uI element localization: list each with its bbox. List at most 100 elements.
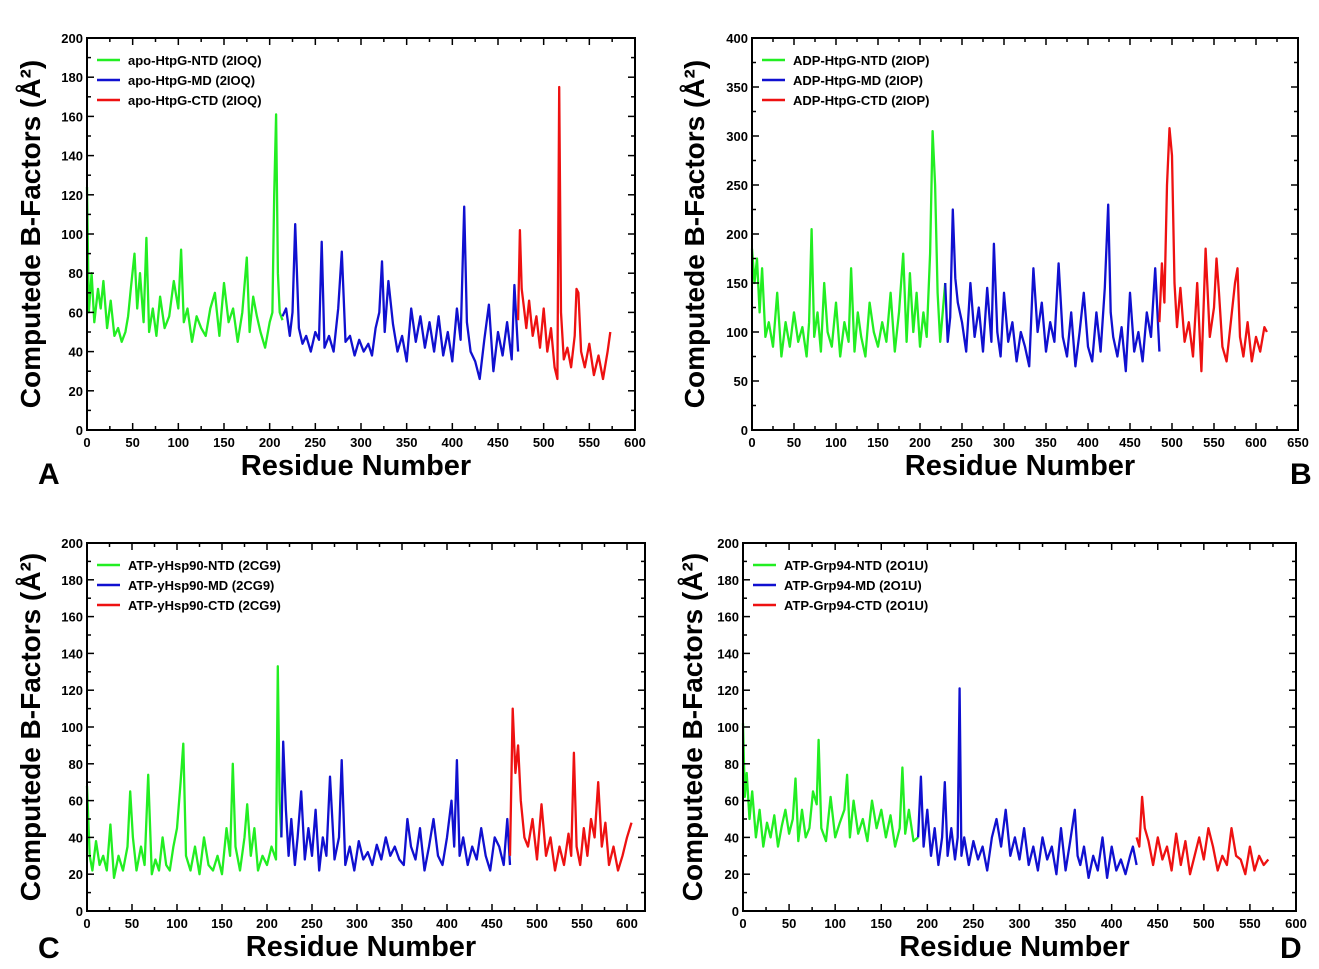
y-tick-label: 120 [61, 188, 83, 203]
x-tick-label: 500 [533, 435, 555, 450]
x-tick-label: 0 [739, 916, 746, 931]
y-tick-label: 80 [725, 757, 739, 772]
x-tick-label: 200 [909, 435, 931, 450]
y-tick-label: 200 [61, 536, 83, 551]
x-tick-label: 350 [391, 916, 413, 931]
y-tick-label: 400 [726, 31, 748, 46]
x-tick-label: 450 [481, 916, 503, 931]
y-tick-label: 250 [726, 178, 748, 193]
x-tick-label: 400 [1077, 435, 1099, 450]
y-tick-label: 100 [717, 720, 739, 735]
x-tick-label: 400 [436, 916, 458, 931]
x-tick-label: 650 [1287, 435, 1309, 450]
y-tick-label: 0 [76, 423, 83, 438]
x-tick-label: 450 [1119, 435, 1141, 450]
panel-a: 0 50 100 150 200 250 300 350 400 450 500 550 600 0 20 4… [15, 31, 646, 491]
y-axis-label: Computede B-Factors (Å²) [15, 60, 46, 408]
y-tick-label: 350 [726, 80, 748, 95]
x-tick-label: 600 [616, 916, 638, 931]
y-tick-label: 100 [61, 720, 83, 735]
y-tick-label: 180 [61, 573, 83, 588]
x-tick-label: 250 [301, 916, 323, 931]
legend-label: ATP-Grp94-MD (2O1U) [784, 578, 922, 593]
y-tick-label: 20 [725, 867, 739, 882]
x-tick-label: 50 [787, 435, 801, 450]
legend-label: ADP-HtpG-MD (2IOP) [793, 73, 923, 88]
x-tick-label: 350 [396, 435, 418, 450]
y-tick-label: 160 [61, 610, 83, 625]
series-line-ctd [1158, 127, 1268, 373]
panel-letter: D [1280, 932, 1302, 965]
y-tick-label: 60 [69, 794, 83, 809]
y-tick-label: 0 [741, 423, 748, 438]
panel-letter: B [1290, 458, 1312, 491]
y-tick-label: 200 [61, 31, 83, 46]
legend-label: ADP-HtpG-CTD (2IOP) [793, 93, 930, 108]
y-tick-label: 80 [69, 757, 83, 772]
x-tick-label: 500 [526, 916, 548, 931]
series-line-ctd [516, 85, 612, 381]
y-tick-label: 60 [725, 794, 739, 809]
x-axis-label: Residue Number [246, 931, 476, 963]
y-tick-label: 300 [726, 129, 748, 144]
y-tick-label: 140 [61, 149, 83, 164]
x-tick-label: 600 [624, 435, 646, 450]
y-tick-label: 140 [717, 646, 739, 661]
y-tick-label: 180 [61, 70, 83, 85]
y-tick-label: 100 [726, 325, 748, 340]
x-tick-label: 100 [824, 916, 846, 931]
legend-label: ATP-yHsp90-MD (2CG9) [128, 578, 274, 593]
x-axis-label: Residue Number [899, 931, 1129, 963]
x-tick-label: 450 [1147, 916, 1169, 931]
x-tick-label: 50 [125, 435, 139, 450]
x-tick-label: 200 [916, 916, 938, 931]
y-tick-label: 40 [69, 830, 83, 845]
y-tick-label: 80 [69, 266, 83, 281]
legend-label: ATP-Grp94-CTD (2O1U) [784, 598, 928, 613]
y-tick-label: 40 [725, 830, 739, 845]
x-tick-label: 350 [1035, 435, 1057, 450]
legend-label: ADP-HtpG-NTD (2IOP) [793, 53, 930, 68]
series-line-md [280, 740, 512, 872]
legend-label: ATP-Grp94-NTD (2O1U) [784, 558, 928, 573]
panel-b: 0 50 100 150 200 250 300 350 400 450 500 550 600 650 0… [679, 31, 1312, 491]
legend-label: apo-HtpG-CTD (2IOQ) [128, 93, 262, 108]
x-tick-label: 400 [441, 435, 463, 450]
y-tick-label: 100 [61, 227, 83, 242]
x-tick-label: 0 [83, 435, 90, 450]
x-tick-label: 600 [1245, 435, 1267, 450]
x-tick-label: 300 [993, 435, 1015, 450]
x-tick-label: 0 [83, 916, 90, 931]
x-tick-label: 200 [259, 435, 281, 450]
legend-label: ATP-yHsp90-CTD (2CG9) [128, 598, 281, 613]
series-line-ctd [1135, 795, 1270, 876]
series-line-ntd [750, 129, 947, 358]
x-tick-label: 550 [578, 435, 600, 450]
x-tick-label: 250 [963, 916, 985, 931]
y-tick-label: 180 [717, 573, 739, 588]
x-tick-label: 100 [825, 435, 847, 450]
x-tick-label: 500 [1161, 435, 1183, 450]
x-tick-label: 600 [1285, 916, 1307, 931]
x-tick-label: 550 [1239, 916, 1261, 931]
legend-label: apo-HtpG-NTD (2IOQ) [128, 53, 262, 68]
series-line-md [281, 205, 520, 381]
x-tick-label: 0 [748, 435, 755, 450]
y-tick-label: 20 [69, 867, 83, 882]
x-axis-label: Residue Number [905, 450, 1135, 482]
y-tick-label: 160 [61, 109, 83, 124]
y-axis-label: Computede B-Factors (Å²) [679, 60, 710, 408]
y-tick-label: 200 [726, 227, 748, 242]
legend-label: apo-HtpG-MD (2IOQ) [128, 73, 255, 88]
series-line-md [944, 203, 1161, 373]
x-tick-label: 50 [125, 916, 139, 931]
y-tick-label: 140 [61, 646, 83, 661]
x-tick-label: 300 [350, 435, 372, 450]
y-tick-label: 40 [69, 345, 83, 360]
x-tick-label: 400 [1101, 916, 1123, 931]
y-tick-label: 60 [69, 305, 83, 320]
series-line-ntd [741, 723, 919, 848]
x-tick-label: 200 [256, 916, 278, 931]
x-tick-label: 300 [346, 916, 368, 931]
